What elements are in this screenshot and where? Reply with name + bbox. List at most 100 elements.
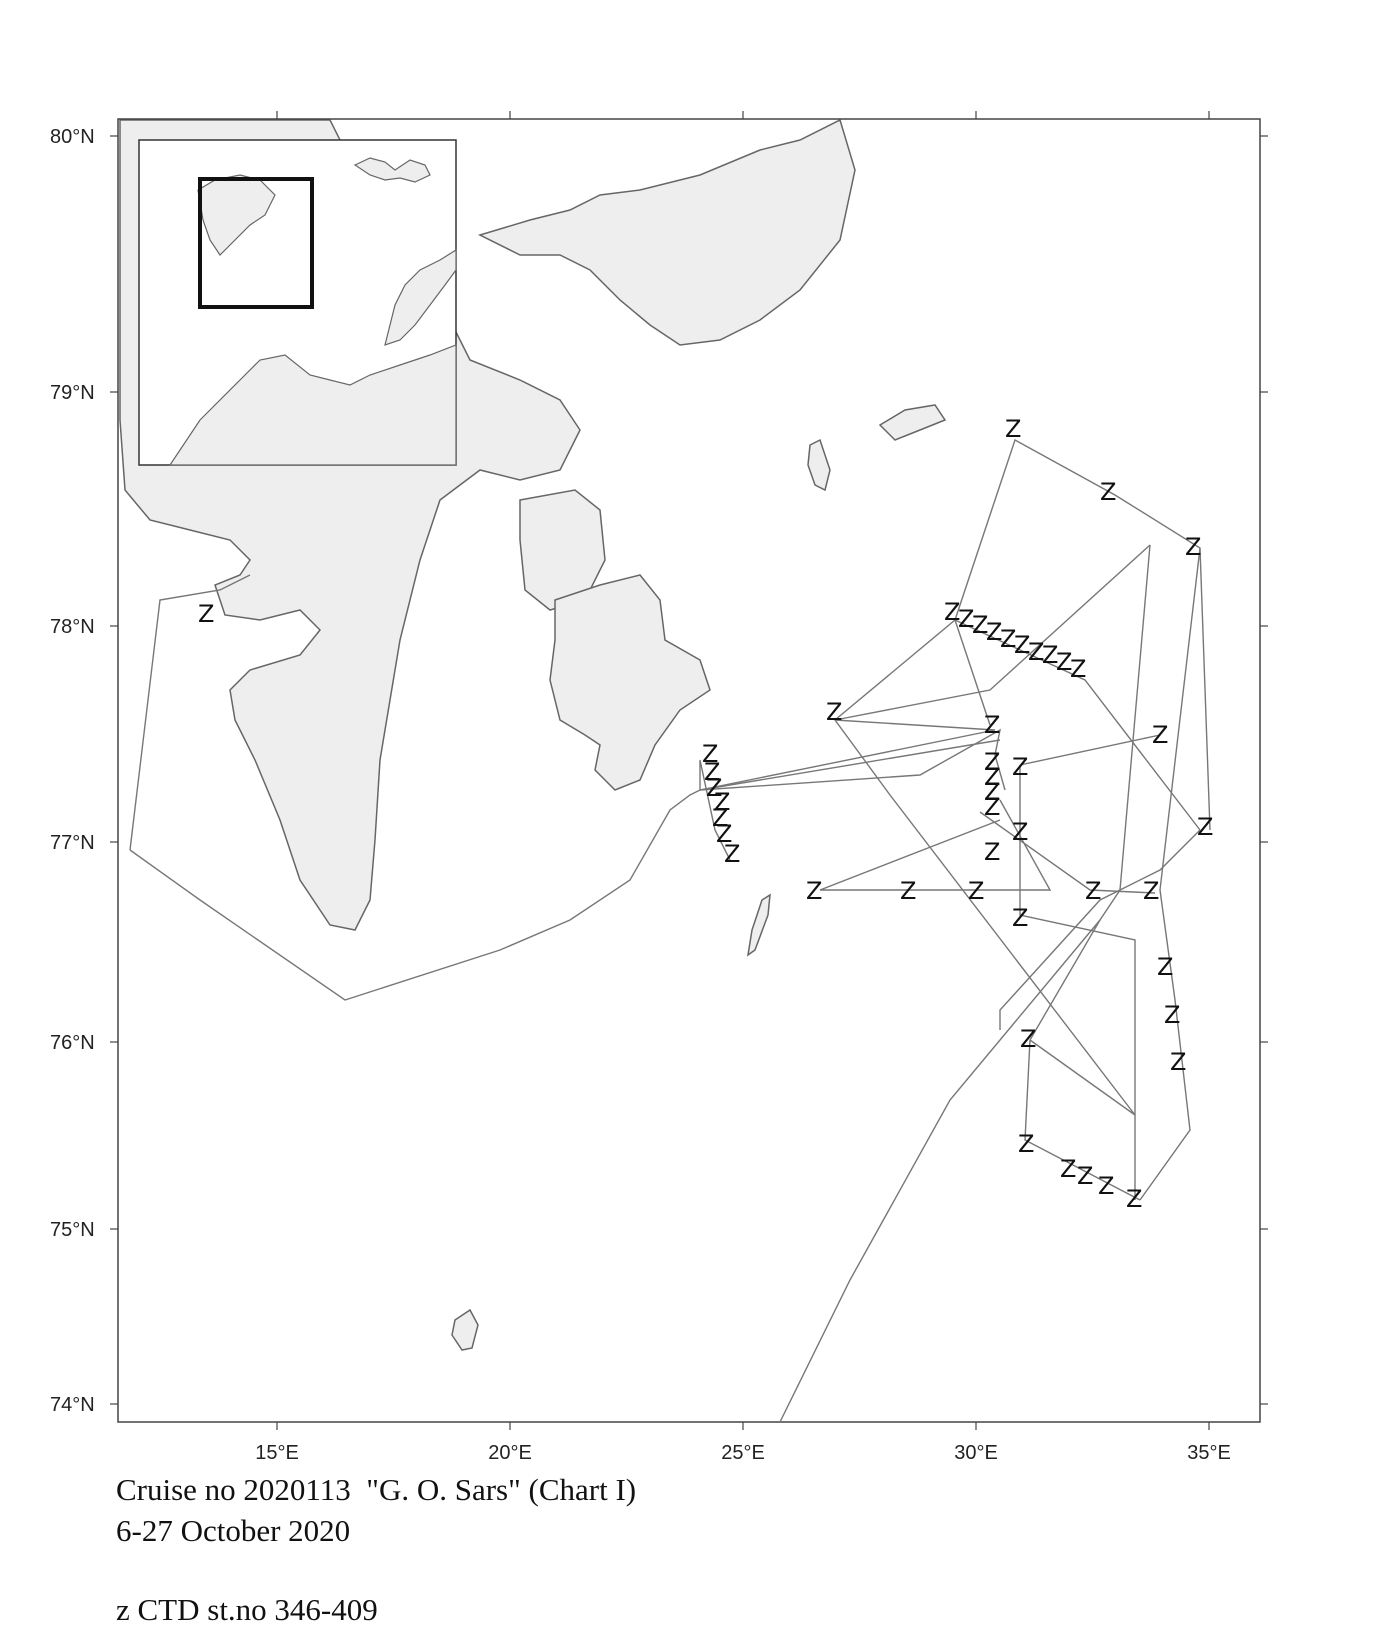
lon-label-30: 30°E [954,1442,998,1464]
latitude-labels: 80°N 79°N 78°N 77°N 76°N 75°N 74°N [50,126,95,1416]
lat-label-74: 74°N [50,1394,95,1416]
cruise-track [129,438,1211,1423]
track-e [1139,547,1201,1201]
station-marker: Z [1012,904,1028,932]
station-marker: Z [702,740,718,768]
lon-label-35: 35°E [1187,1442,1231,1464]
station-marker: Z [958,605,974,633]
caption-line-1: Cruise no 2020113 "G. O. Sars" (Chart I) [116,1472,637,1507]
nordaustlandet-land [477,118,856,346]
station-marker: Z [1085,877,1101,905]
track-k [1029,1039,1136,1116]
station-marker: Z [704,758,720,786]
station-marker: Z [1100,478,1116,506]
track-line-1 [699,759,731,861]
station-marker: Z [198,600,214,628]
track-b [834,619,1136,1116]
lon-label-20: 20°E [488,1442,532,1464]
station-marker: Z [984,711,1000,739]
track-zigzag [954,619,1201,831]
track-west-loop [129,789,701,1001]
station-marker: Z [984,763,1000,791]
edgeoya-land [549,574,711,791]
station-marker: Z [1143,877,1159,905]
inset-map [138,139,457,466]
station-marker: Z [984,748,1000,776]
track-l [1019,734,1161,766]
station-marker: Z [1014,631,1030,659]
track-i [1019,765,1136,1200]
station-marker: Z [1157,953,1173,981]
lat-label-79: 79°N [50,382,95,404]
inset-study-area-box [198,177,314,309]
station-marker: Z [986,618,1002,646]
kong-karls-land-2 [807,438,831,492]
lon-label-15: 15°E [255,1442,299,1464]
kong-karls-land [878,404,947,441]
track-f [999,829,1201,1030]
station-marker: Z [1012,753,1028,781]
lat-label-80: 80°N [50,126,95,148]
station-marker: Z [900,877,916,905]
track-j [1024,1039,1141,1201]
station-marker: Z [968,877,984,905]
station-marker: Z [1077,1162,1093,1190]
station-marker: Z [712,804,728,832]
station-marker: Z [714,788,730,816]
ctd-stations: Z Z Z Z Z Z Z Z Z Z Z Z Z Z Z Z Z Z Z Z … [198,415,1213,1213]
station-marker: Z [984,838,1000,866]
caption-line-2: 6-27 October 2020 [116,1513,351,1548]
lon-label-25: 25°E [721,1442,765,1464]
track-north [954,438,1211,831]
axis-ticks [110,111,1268,1430]
station-marker: Z [1197,813,1213,841]
station-marker: Z [1170,1048,1186,1076]
lat-label-75: 75°N [50,1219,95,1241]
inset-land [168,157,457,466]
station-marker: Z [1164,1001,1180,1029]
station-marker: Z [1042,641,1058,669]
map-frame [117,118,1261,1423]
track-h [979,811,1156,894]
station-marker: Z [1000,625,1016,653]
track-south [779,919,1101,1423]
station-marker: Z [1005,415,1021,443]
station-marker: Z [1070,655,1086,683]
track-d [1029,544,1151,1041]
lat-label-77: 77°N [50,832,95,854]
caption-line-3: z CTD st.no 346-409 [116,1592,378,1627]
hopen-land [746,893,771,957]
station-marker: Z [1056,648,1072,676]
track-c [954,619,991,726]
station-marker: Z [1012,818,1028,846]
station-marker: Z [1126,1185,1142,1213]
station-marker: Z [1020,1025,1036,1053]
station-marker: Z [1152,721,1168,749]
inset-scandinavia [168,344,457,466]
inset-novaya-zemlya [384,248,457,346]
station-marker: Z [1060,1155,1076,1183]
track-line-4 [699,739,1001,791]
station-marker: Z [706,774,722,802]
station-marker: Z [1028,638,1044,666]
station-marker: Z [724,840,740,868]
station-marker: Z [972,611,988,639]
track-line-3 [699,728,1006,791]
station-marker: Z [1018,1130,1034,1158]
lat-label-76: 76°N [50,1032,95,1054]
lat-label-78: 78°N [50,616,95,638]
track-g [819,799,1052,891]
station-marker: Z [716,820,732,848]
station-marker: Z [984,778,1000,806]
station-marker: Z [826,698,842,726]
longitude-labels: 15°E 20°E 25°E 30°E 35°E [255,1442,1231,1464]
station-marker: Z [944,598,960,626]
inset-svalbard [197,174,276,256]
station-marker: Z [806,877,822,905]
station-marker: Z [1098,1172,1114,1200]
station-marker: Z [1185,533,1201,561]
station-marker: Z [984,793,1000,821]
inset-franz-josef [353,157,431,183]
bjornoya-land [451,1308,479,1351]
